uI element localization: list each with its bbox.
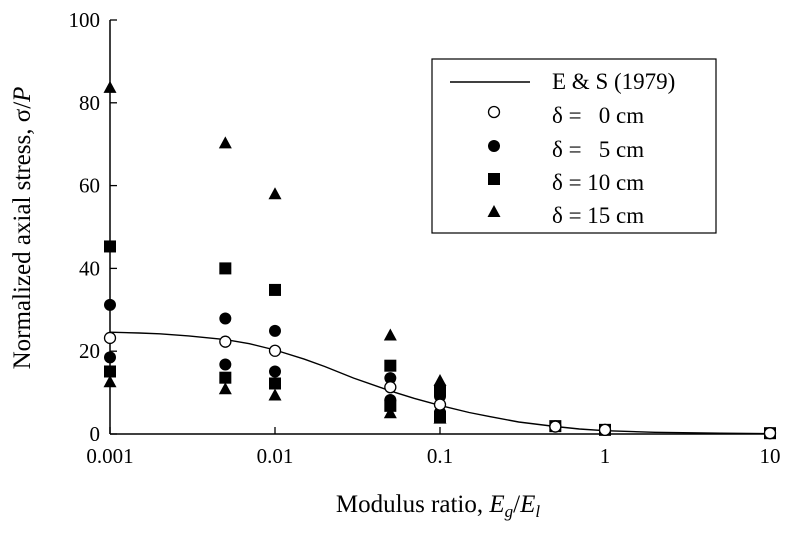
point-filled-triangle <box>103 375 117 388</box>
point-open-circle <box>549 420 562 433</box>
legend-label: δ = 15 cm <box>552 203 644 228</box>
point-filled-circle <box>384 394 397 407</box>
y-tick-label: 60 <box>79 174 100 198</box>
y-axis-title: Normalized axial stress, σ/P <box>9 87 36 370</box>
y-tick-label: 40 <box>79 256 100 280</box>
point-open-circle <box>487 105 501 119</box>
point-filled-triangle <box>383 406 397 419</box>
point-filled-square <box>384 359 397 372</box>
curve-layer <box>109 331 771 435</box>
point-filled-circle <box>219 358 232 371</box>
point-filled-square <box>488 173 500 185</box>
series-line-es1979 <box>109 331 771 435</box>
point-filled-square <box>104 365 116 378</box>
point-filled-triangle <box>103 80 117 93</box>
legend-label: δ = 0 cm <box>552 103 644 128</box>
point-filled-circle <box>219 312 232 325</box>
point-filled-circle <box>269 365 281 378</box>
point-filled-triangle <box>218 136 232 149</box>
point-filled-triangle <box>218 382 232 395</box>
legend-label: δ = 5 cm <box>552 137 644 162</box>
point-filled-triangle <box>433 374 447 387</box>
point-open-circle <box>433 398 447 411</box>
legend-label: δ = 10 cm <box>552 170 644 195</box>
points-layer <box>103 80 777 440</box>
point-filled-square <box>219 262 232 275</box>
y-tick-label: 100 <box>69 8 101 32</box>
point-filled-triangle <box>487 205 501 217</box>
point-filled-triangle <box>433 411 447 424</box>
x-tick-label: 0.001 <box>86 444 133 468</box>
point-filled-triangle <box>268 187 282 200</box>
point-filled-circle <box>488 140 500 152</box>
point-filled-triangle <box>268 388 282 401</box>
axis-ticks: 0 20 40 60 80 100 0.001 0.01 0.1 1 10 <box>69 8 781 468</box>
x-tick-label: 1 <box>600 444 611 468</box>
x-tick-label: 10 <box>760 444 781 468</box>
point-filled-circle <box>269 324 281 337</box>
y-tick-label: 0 <box>90 422 101 446</box>
point-filled-square <box>269 283 281 296</box>
point-filled-circle <box>104 298 116 311</box>
point-filled-square <box>219 371 232 384</box>
point-filled-circle <box>384 372 397 385</box>
point-filled-triangle <box>383 328 397 341</box>
point-filled-square <box>269 377 281 390</box>
point-open-circle <box>384 381 397 394</box>
legend-box <box>431 58 717 234</box>
x-axis-title: Modulus ratio, Eg/El <box>336 491 540 521</box>
point-open-circle <box>763 427 777 440</box>
x-tick-label: 0.1 <box>427 444 453 468</box>
y-tick-label: 80 <box>79 91 100 115</box>
point-open-circle <box>268 344 282 357</box>
x-tick-label: 0.01 <box>257 444 294 468</box>
point-open-circle <box>103 331 117 345</box>
point-open-circle <box>598 423 612 437</box>
point-filled-square <box>104 240 116 253</box>
legend-label: E & S (1979) <box>552 69 675 94</box>
point-filled-circle <box>104 351 116 364</box>
point-open-circle <box>219 335 232 348</box>
legend: E & S (1979) δ = 0 cm δ = 5 cm δ = 10 cm δ =… <box>431 58 717 234</box>
y-tick-label: 20 <box>79 339 100 363</box>
